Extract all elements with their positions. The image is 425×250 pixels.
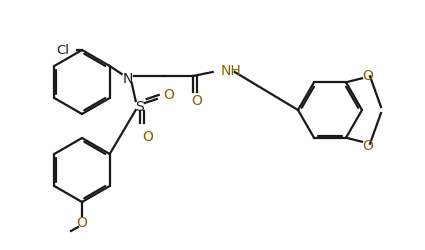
Text: S: S: [135, 100, 144, 114]
Text: N: N: [122, 72, 133, 86]
Text: O: O: [76, 215, 88, 229]
Text: O: O: [142, 130, 153, 143]
Text: O: O: [163, 88, 174, 102]
Text: O: O: [363, 69, 374, 83]
Text: O: O: [363, 138, 374, 152]
Text: NH: NH: [221, 64, 241, 78]
Text: O: O: [191, 94, 202, 108]
Text: Cl: Cl: [56, 44, 69, 57]
